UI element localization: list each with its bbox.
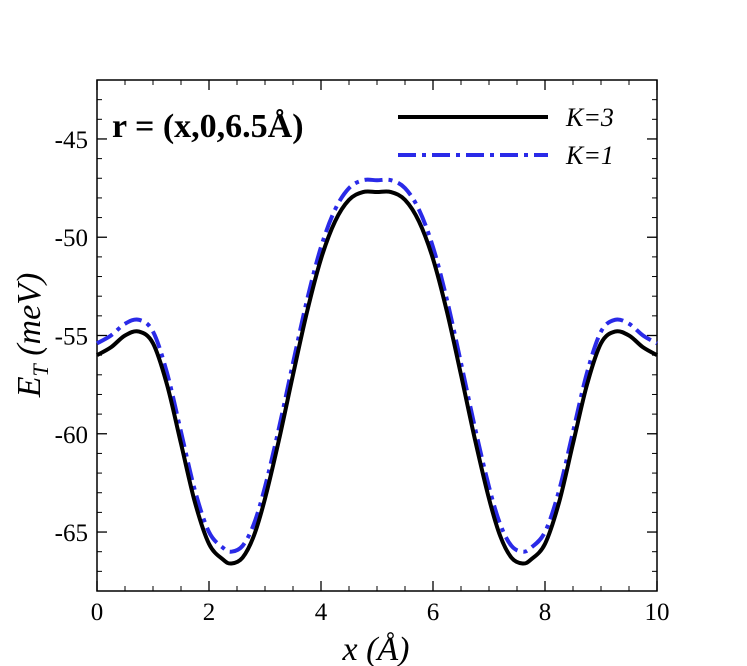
y-tick-label: -55 <box>55 324 88 351</box>
y-axis-label: ET (meV) <box>11 273 53 399</box>
series-line-k-1 <box>96 177 658 554</box>
y-axis-label-main: E <box>11 376 48 398</box>
ticks: 0 2 4 6 8 10 -45 -50 -55 -60 -65 <box>55 80 670 626</box>
annotation-label: r = (x,0,6.5Å) <box>112 108 304 145</box>
x-tick-label: 4 <box>315 599 328 626</box>
series-layer <box>96 177 658 566</box>
legend-label-k-1: K=1 <box>565 141 614 170</box>
y-tick-label: -60 <box>55 422 88 449</box>
x-tick-label: 10 <box>645 599 670 626</box>
y-tick-label: -45 <box>55 127 88 154</box>
legend: K=3K=1 <box>398 103 614 170</box>
y-axis-label-sub: T <box>28 363 53 377</box>
y-tick-label: -65 <box>55 520 88 547</box>
x-tick-label: 8 <box>539 599 552 626</box>
x-axis-label: x (Å) <box>341 631 409 666</box>
legend-label-k-3: K=3 <box>565 103 614 132</box>
y-tick-label: -50 <box>55 225 88 252</box>
x-tick-label: 0 <box>91 599 104 626</box>
series-line-k-3 <box>96 189 658 566</box>
y-axis-label-unit: (meV) <box>11 273 48 365</box>
x-tick-label: 2 <box>203 599 216 626</box>
x-tick-label: 6 <box>427 599 440 626</box>
